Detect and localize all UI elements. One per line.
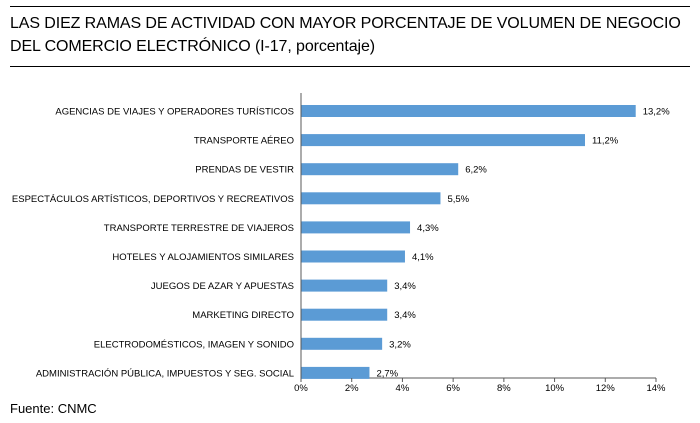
category-label-2: TRANSPORTE AÉREO — [194, 136, 294, 147]
bar-9 — [301, 337, 383, 350]
bar-10 — [301, 366, 370, 379]
category-label-10: ADMINISTRACIÓN PÚBLICA, IMPUESTOS Y SEG.… — [36, 368, 294, 379]
value-label-10: 2,7% — [376, 368, 398, 379]
x-tick-label-6: 12% — [596, 383, 616, 394]
bar-2 — [301, 134, 585, 147]
x-tick-label-7: 14% — [646, 383, 666, 394]
bar-chart: AGENCIAS DE VIAJES Y OPERADORES TURÍSTIC… — [12, 93, 670, 394]
x-tick-label-3: 6% — [446, 383, 460, 394]
category-label-4: ESPECTÁCULOS ARTÍSTICOS, DEPORTIVOS Y RE… — [12, 194, 294, 205]
title-bottom-rule — [10, 66, 690, 67]
source-note: Fuente: CNMC — [10, 401, 97, 416]
value-label-4: 5,5% — [447, 194, 469, 205]
chart-title-line-2: DEL COMERCIO ELECTRÓNICO (I-17, porcenta… — [10, 38, 375, 55]
category-label-6: HOTELES Y ALOJAMIENTOS SIMILARES — [112, 252, 294, 263]
value-label-6: 4,1% — [412, 252, 434, 263]
x-tick-label-4: 8% — [497, 383, 511, 394]
category-label-7: JUEGOS DE AZAR Y APUESTAS — [151, 281, 294, 292]
x-tick-label-2: 4% — [396, 383, 410, 394]
title-top-rule — [10, 6, 690, 7]
x-tick-label-5: 10% — [545, 383, 565, 394]
bar-8 — [301, 308, 388, 321]
bar-6 — [301, 250, 405, 263]
category-label-8: MARKETING DIRECTO — [192, 310, 294, 321]
category-label-9: ELECTRODOMÉSTICOS, IMAGEN Y SONIDO — [94, 339, 294, 350]
value-label-3: 6,2% — [465, 165, 487, 176]
bar-1 — [301, 105, 636, 117]
bar-5 — [301, 221, 411, 234]
x-tick-label-1: 2% — [345, 383, 359, 394]
chart-title: LAS DIEZ RAMAS DE ACTIVIDAD CON MAYOR PO… — [10, 12, 695, 58]
bar-4 — [301, 192, 441, 205]
value-label-9: 3,2% — [389, 339, 411, 350]
category-label-1: AGENCIAS DE VIAJES Y OPERADORES TURÍSTIC… — [55, 107, 294, 118]
value-label-7: 3,4% — [394, 281, 416, 292]
value-label-5: 4,3% — [417, 223, 439, 234]
value-label-2: 11,2% — [592, 136, 619, 147]
value-label-1: 13,2% — [643, 107, 670, 118]
category-label-3: PRENDAS DE VESTIR — [195, 165, 294, 176]
category-label-5: TRANSPORTE TERRESTRE DE VIAJEROS — [104, 223, 294, 234]
bar-3 — [301, 163, 459, 176]
value-label-8: 3,4% — [394, 310, 416, 321]
x-tick-label-0: 0% — [294, 383, 308, 394]
bar-7 — [301, 279, 388, 292]
chart-title-line-1: LAS DIEZ RAMAS DE ACTIVIDAD CON MAYOR PO… — [10, 15, 681, 32]
